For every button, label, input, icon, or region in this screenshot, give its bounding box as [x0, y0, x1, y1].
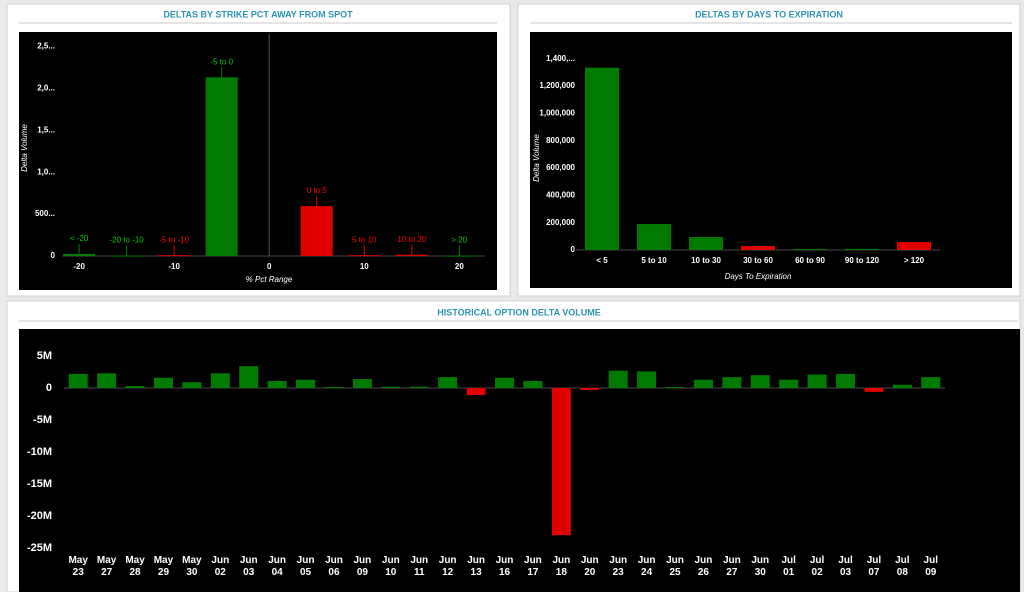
y-tick-label: 1,0... — [37, 167, 55, 176]
bar — [793, 249, 827, 251]
bar — [585, 67, 619, 250]
y-tick-label: -10M — [27, 446, 52, 458]
bar — [68, 373, 88, 388]
bar — [205, 77, 238, 256]
x-tick-label: 10 to 30 — [691, 256, 721, 265]
bar — [637, 224, 671, 250]
bar — [182, 382, 202, 388]
x-tick-label: 5 to 10 — [641, 256, 667, 265]
x-tick-label: 60 to 90 — [795, 256, 825, 265]
x-axis-title: Days To Expiration — [725, 272, 792, 281]
bar-label: -20 to -10 — [110, 236, 145, 245]
y-axis-title: Delta Volume — [20, 124, 29, 172]
plot-area — [19, 32, 497, 290]
bar — [637, 371, 657, 388]
bar — [523, 380, 543, 388]
x-tick-label: 90 to 120 — [845, 256, 880, 265]
bar-label: < -20 — [70, 234, 89, 243]
bar — [580, 388, 600, 390]
bar-label: 5 to 10 — [352, 235, 377, 244]
bar — [443, 255, 476, 257]
bar — [158, 255, 191, 257]
bar — [551, 388, 571, 536]
bar-label: 0 to 5 — [307, 186, 328, 195]
bar — [495, 377, 514, 388]
bar — [750, 375, 770, 388]
x-tick-label: 20 — [455, 262, 464, 271]
x-tick-label: 30 to 60 — [743, 256, 773, 265]
x-axis-title: % Pct Range — [246, 275, 293, 284]
y-tick-label: 2,5... — [37, 41, 55, 50]
bar — [845, 248, 879, 250]
bar — [779, 379, 799, 388]
bar — [665, 387, 685, 389]
y-tick-label: 1,400,... — [546, 54, 575, 63]
bar-label: 10 to 20 — [397, 235, 426, 244]
bar — [267, 380, 287, 388]
y-tick-label: -25M — [27, 542, 52, 554]
x-tick-label: 0 — [267, 262, 272, 271]
bar — [296, 379, 316, 388]
bar — [63, 253, 96, 256]
bar — [689, 237, 723, 250]
bar — [741, 246, 775, 250]
y-tick-label: 1,200,000 — [539, 81, 575, 90]
bar — [381, 386, 401, 388]
x-tick-label: -20 — [73, 262, 85, 271]
chart-title: DELTAS BY DAYS TO EXPIRATION — [695, 9, 843, 19]
bar — [807, 374, 827, 388]
bar-label: > 20 — [451, 236, 467, 245]
y-tick-label: 1,5... — [37, 125, 55, 134]
bar — [864, 388, 884, 392]
x-tick-label: -10 — [168, 262, 180, 271]
y-tick-label: 600,000 — [546, 163, 575, 172]
bar — [110, 255, 143, 257]
bar — [300, 206, 333, 256]
y-tick-label: -5M — [33, 414, 52, 426]
y-tick-label: 1,000,000 — [539, 108, 575, 117]
x-tick-label: < 5 — [596, 256, 608, 265]
y-tick-label: -20M — [27, 510, 52, 522]
y-tick-label: 0 — [571, 245, 576, 254]
bar — [466, 388, 486, 396]
bar-label: -5 to -10 — [159, 235, 189, 244]
bar — [892, 384, 912, 388]
y-tick-label: 5M — [37, 350, 52, 362]
bar — [210, 373, 230, 388]
bar — [693, 379, 713, 388]
y-tick-label: 500... — [35, 209, 55, 218]
x-tick-label: > 120 — [904, 256, 925, 265]
bar — [97, 373, 117, 388]
bar — [836, 373, 856, 388]
bar — [324, 387, 344, 389]
y-tick-label: 0 — [51, 251, 56, 260]
bar — [352, 379, 372, 388]
y-tick-label: 2,0... — [37, 83, 55, 92]
y-tick-label: 0 — [46, 382, 52, 394]
bar-label: -5 to 0 — [210, 57, 233, 66]
bar — [409, 386, 429, 388]
chart-title: HISTORICAL OPTION DELTA VOLUME — [437, 307, 601, 317]
bar — [438, 377, 458, 388]
bar — [239, 366, 259, 388]
plot-area — [19, 329, 1020, 592]
bar — [722, 377, 742, 388]
y-tick-label: 200,000 — [546, 218, 575, 227]
y-tick-label: -15M — [27, 478, 52, 490]
y-axis-title: Delta Volume — [532, 134, 541, 182]
y-tick-label: 800,000 — [546, 136, 575, 145]
bar — [921, 377, 941, 388]
bar — [395, 254, 428, 256]
bar — [125, 386, 145, 388]
x-tick-label: 10 — [360, 262, 369, 271]
bar — [153, 377, 173, 388]
chart-title: DELTAS BY STRIKE PCT AWAY FROM SPOT — [163, 9, 353, 19]
bar — [608, 370, 628, 388]
bar — [348, 255, 381, 257]
bar — [897, 242, 931, 250]
y-tick-label: 400,000 — [546, 190, 575, 199]
